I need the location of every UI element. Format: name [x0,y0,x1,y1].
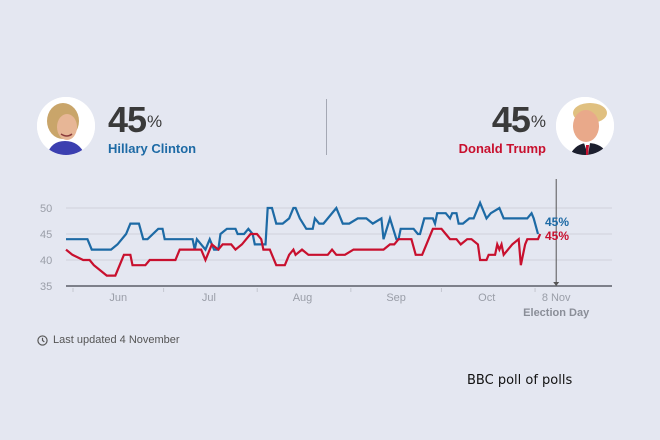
trump-photo-icon [556,97,614,155]
x-tick-label: 8 Nov [542,292,571,304]
series-line-trump [65,227,542,277]
clinton-percent-value: 45 [108,99,147,140]
last-updated-text: Last updated 4 November [53,334,180,346]
x-tick-label: Aug [293,292,313,304]
x-tick-label: Jul [202,292,216,304]
clinton-avatar [37,97,95,155]
clock-icon [37,334,48,346]
clinton-name: Hillary Clinton [108,141,197,156]
clinton-photo-icon [37,97,95,155]
clinton-percent: 45% [108,99,162,140]
election-day-arrow [553,282,560,286]
trump-name: Donald Trump [458,141,546,156]
y-tick-label: 40 [40,255,52,267]
poll-chart: 35 40 45 50 Jun Jul Aug Sep Oct 8 Nov Election Da… [40,179,612,319]
x-tick-label: Sep [386,292,406,304]
clinton-percent-sign: % [147,112,162,131]
trump-percent-sign: % [530,112,546,131]
y-tick-label: 50 [40,203,52,215]
series-line-clinton [66,199,540,252]
chart-caption: BBC poll of polls [467,373,573,388]
header-divider [326,99,327,155]
end-label-clinton: 45% [545,215,569,229]
x-tick-label: Oct [478,292,495,304]
trump-percent-value: 45 [491,99,531,140]
last-updated: Last updated 4 November [37,334,180,346]
trump-avatar [556,97,614,155]
election-day-label: Election Day [523,307,590,319]
y-tick-label: 35 [40,281,52,293]
trump-percent: 45% [491,99,546,140]
end-label-trump: 45% [545,229,569,243]
y-tick-label: 45 [40,229,52,241]
x-tick-label: Jun [109,292,127,304]
